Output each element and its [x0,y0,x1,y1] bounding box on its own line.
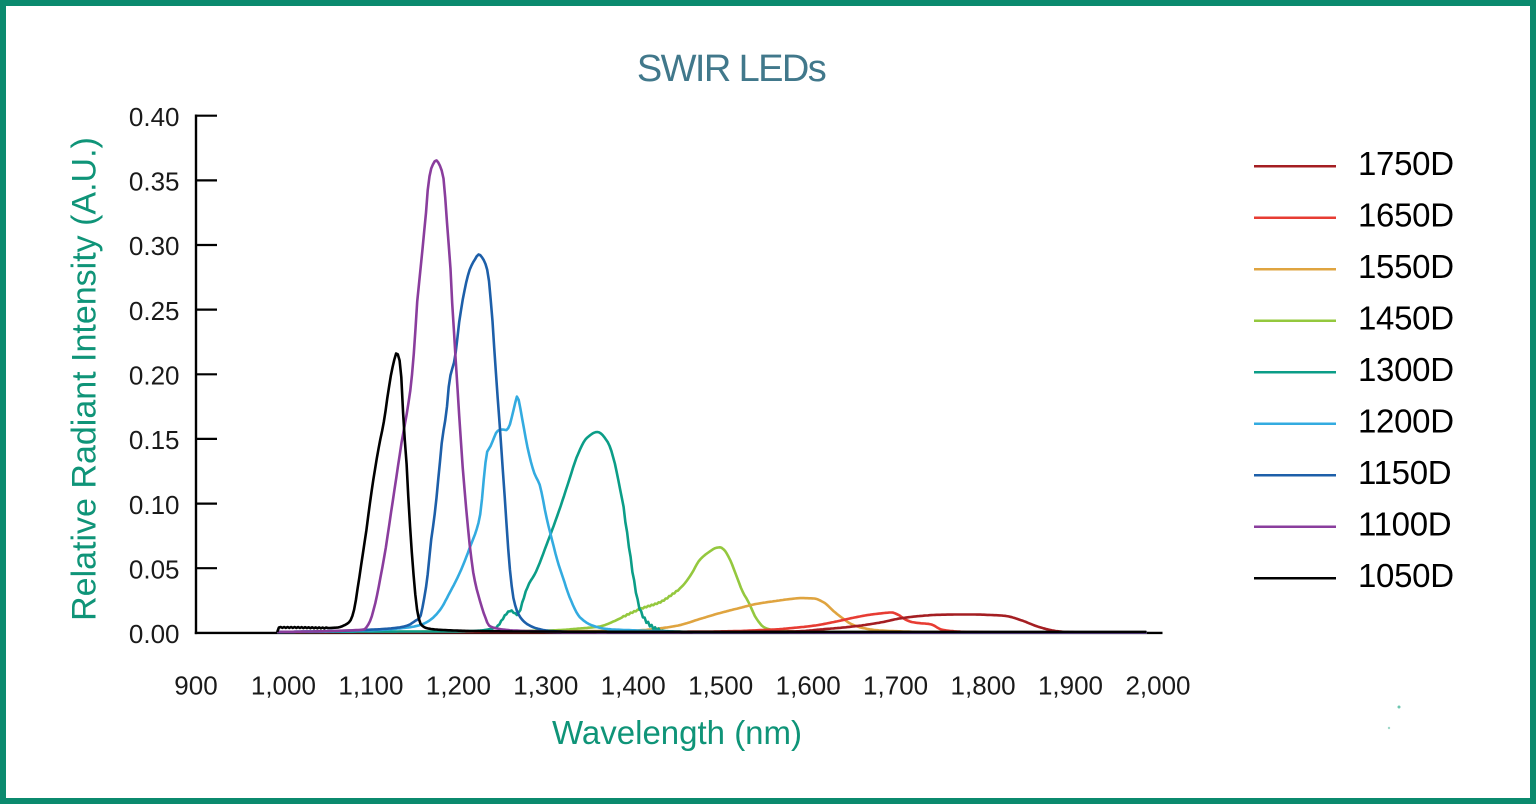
svg-text:1550D: 1550D [1358,248,1454,285]
svg-text:1,000: 1,000 [251,671,316,701]
svg-text:2,000: 2,000 [1125,671,1190,701]
svg-text:1650D: 1650D [1358,197,1454,234]
svg-text:0.30: 0.30 [129,231,180,261]
svg-text:1,700: 1,700 [863,671,928,701]
svg-text:1,400: 1,400 [601,671,666,701]
svg-text:1200D: 1200D [1358,403,1454,440]
svg-text:1750D: 1750D [1358,145,1454,182]
svg-text:0.05: 0.05 [129,555,180,585]
svg-text:1050D: 1050D [1358,557,1454,594]
svg-text:1,500: 1,500 [688,671,753,701]
svg-text:1,900: 1,900 [1038,671,1103,701]
svg-text:1,100: 1,100 [338,671,403,701]
svg-text:0.35: 0.35 [129,167,180,197]
svg-text:0.40: 0.40 [129,102,180,132]
svg-text:1300D: 1300D [1358,351,1454,388]
svg-text:1150D: 1150D [1358,454,1451,491]
svg-text:1,600: 1,600 [776,671,841,701]
svg-text:1,200: 1,200 [426,671,491,701]
svg-text:1100D: 1100D [1358,506,1451,543]
svg-text:0.00: 0.00 [129,619,180,649]
svg-text:0.15: 0.15 [129,425,180,455]
svg-text:1450D: 1450D [1358,300,1454,337]
svg-text:1,300: 1,300 [513,671,578,701]
svg-text:0.25: 0.25 [129,296,180,326]
svg-text:1,800: 1,800 [951,671,1016,701]
svg-text:900: 900 [174,671,217,701]
svg-text:0.20: 0.20 [129,361,180,391]
svg-text:0.10: 0.10 [129,490,180,520]
